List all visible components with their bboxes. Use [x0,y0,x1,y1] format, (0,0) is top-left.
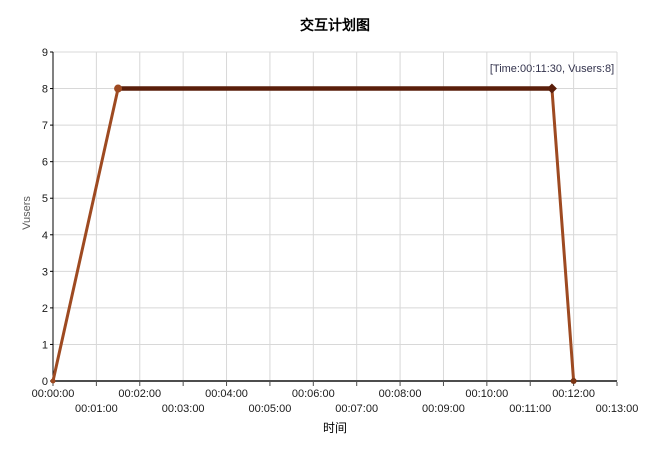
point-marker-dot [570,378,577,384]
x-tick-label: 00:13:00 [596,403,639,415]
x-tick-label: 00:01:00 [75,403,118,415]
x-tick-label: 00:05:00 [249,403,292,415]
y-tick-label: 1 [42,339,48,351]
point-marker-circle [114,84,123,93]
y-axis-label: Vusers [21,196,33,230]
x-tick-label: 00:00:00 [32,388,75,400]
point-marker-dot [50,378,56,384]
x-axis-label: 时间 [322,421,347,435]
y-tick-label: 4 [42,230,48,242]
y-tick-label: 7 [42,120,48,132]
y-tick-label: 0 [42,376,48,388]
series-segment-ramp-down [550,87,576,383]
x-tick-label: 00:06:00 [292,388,335,400]
x-tick-label: 00:09:00 [422,403,465,415]
x-tick-label: 00:10:00 [465,388,508,400]
y-tick-label: 3 [42,266,48,278]
data-point-annotation: [Time:00:11:30, Vusers:8] [489,63,615,75]
x-tick-label: 00:03:00 [162,403,205,415]
y-tick-label: 8 [42,84,48,96]
x-tick-label: 00:07:00 [335,403,378,415]
y-tick-label: 2 [42,303,48,315]
x-tick-label: 00:11:00 [509,403,551,415]
y-tick-label: 6 [42,157,48,169]
y-tick-label: 9 [42,47,48,59]
y-tick-label: 5 [42,193,48,205]
x-tick-label: 00:02:00 [118,388,161,400]
chart-title: 交互计划图 [300,17,370,33]
x-tick-label: 00:12:00 [552,388,595,400]
x-tick-label: 00:08:00 [379,388,422,400]
x-tick-label: 00:04:00 [205,388,248,400]
series-segment-ramp-up [51,87,120,383]
point-marker-diamond [546,83,557,94]
